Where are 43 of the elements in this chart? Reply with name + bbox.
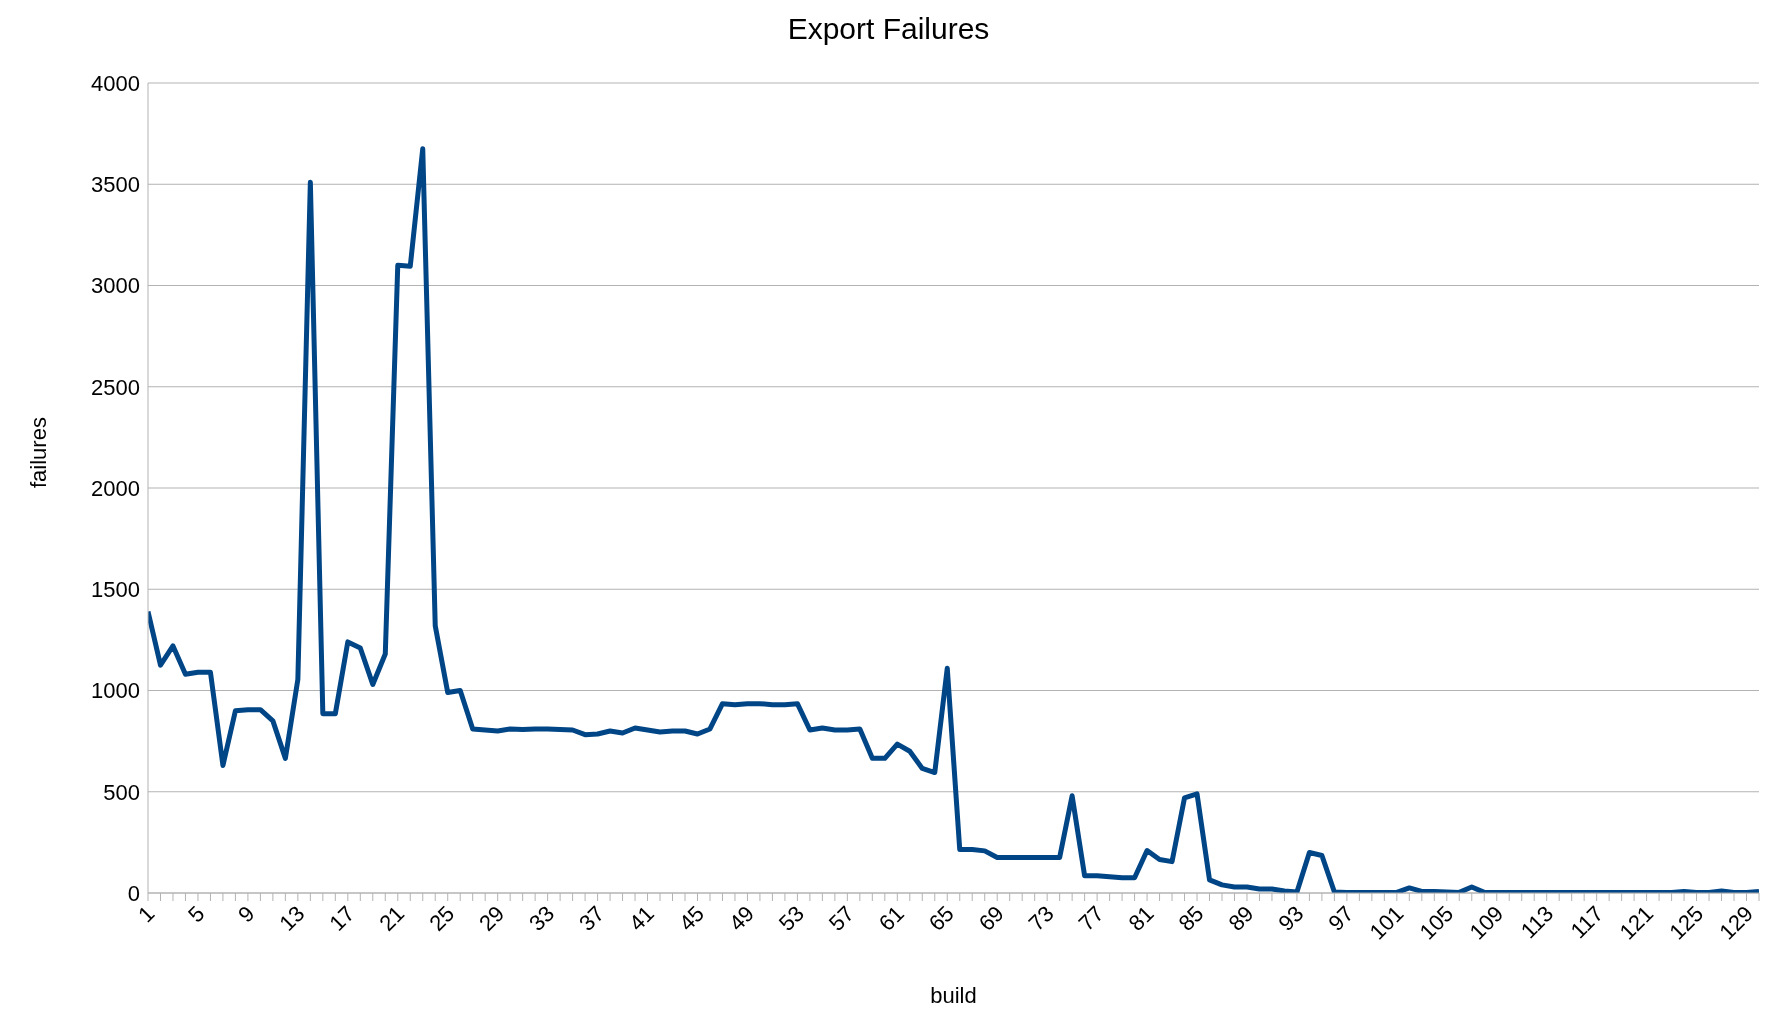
y-tick-label: 1500 [91, 577, 140, 603]
x-tick-label: 41 [624, 900, 660, 936]
x-tick-label: 93 [1273, 900, 1309, 936]
x-tick-label: 69 [973, 900, 1009, 936]
x-tick-label: 129 [1714, 900, 1759, 945]
x-tick-label: 97 [1323, 900, 1359, 936]
x-tick-label: 89 [1223, 900, 1259, 936]
x-tick-label: 49 [723, 900, 759, 936]
x-tick-label: 125 [1664, 900, 1709, 945]
x-tick-label: 121 [1614, 900, 1659, 945]
x-tick-label: 73 [1023, 900, 1059, 936]
x-tick-label: 17 [324, 900, 360, 936]
x-tick-label: 33 [524, 900, 560, 936]
x-tick-label: 21 [374, 900, 410, 936]
y-tick-label: 4000 [91, 70, 140, 96]
y-tick-label: 2500 [91, 374, 140, 400]
x-tick-label: 45 [674, 900, 710, 936]
x-tick-label: 9 [233, 900, 260, 928]
x-tick-label: 37 [574, 900, 610, 936]
y-tick-label: 2000 [91, 475, 140, 501]
x-tick-label: 117 [1565, 900, 1609, 944]
y-tick-label: 3000 [91, 273, 140, 299]
x-tick-label: 61 [873, 900, 909, 936]
y-tick-label: 3500 [91, 172, 140, 198]
x-tick-label: 105 [1414, 900, 1459, 945]
x-tick-label: 113 [1515, 900, 1559, 944]
x-tick-label: 29 [474, 900, 510, 936]
x-tick-label: 53 [773, 900, 809, 936]
x-tick-label: 25 [424, 900, 460, 936]
x-tick-label: 77 [1073, 900, 1109, 936]
x-tick-label: 65 [923, 900, 959, 936]
x-tick-label: 101 [1364, 900, 1409, 945]
x-tick-label: 109 [1464, 900, 1509, 945]
x-tick-label: 85 [1173, 900, 1209, 936]
x-tick-label: 5 [183, 900, 210, 928]
x-axis-title: build [930, 983, 977, 1008]
x-tick-label: 13 [274, 900, 310, 936]
x-tick-label: 81 [1123, 900, 1159, 936]
y-axis-title: failures [25, 417, 51, 488]
y-tick-label: 1000 [91, 678, 140, 704]
y-tick-label: 500 [103, 779, 140, 805]
chart-title: Export Failures [786, 12, 991, 46]
x-tick-label: 57 [823, 900, 859, 936]
